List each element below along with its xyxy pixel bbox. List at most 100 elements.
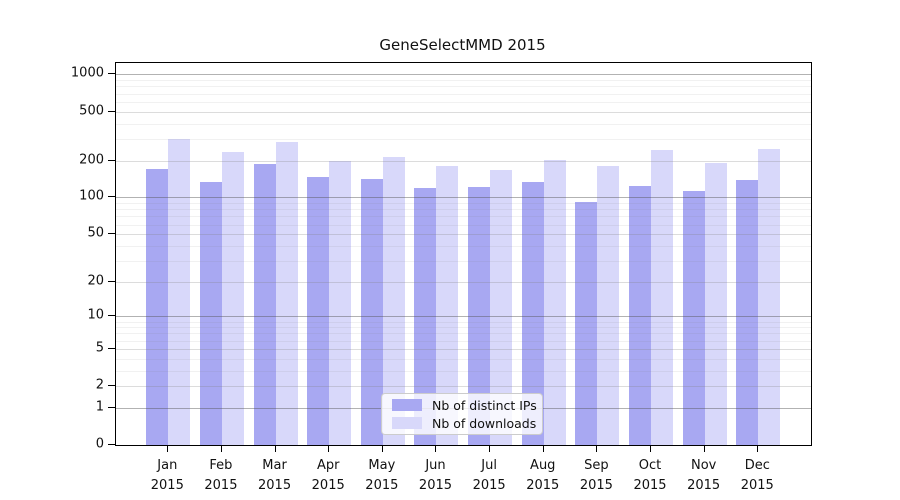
- bar-downloads-nov: [704, 163, 727, 445]
- bar-ips-feb: [199, 181, 222, 445]
- y-tick-label-50: 50: [87, 225, 104, 241]
- gridline-10: [116, 316, 811, 318]
- y-tick-label-100: 100: [79, 188, 104, 204]
- x-tick-label-jul: Jul 2015: [472, 458, 506, 493]
- y-tick-500: [108, 110, 115, 112]
- gridline-7: [116, 333, 811, 335]
- chart-title: GeneSelectMMD 2015: [379, 36, 546, 54]
- gridline-2: [116, 386, 811, 388]
- legend: Nb of distinct IPs Nb of downloads: [381, 393, 543, 435]
- x-tick-may: [381, 445, 383, 452]
- gridline-40: [116, 245, 811, 247]
- gridline-60: [116, 224, 811, 226]
- y-tick-label-5: 5: [95, 340, 104, 356]
- y-tick-10: [108, 315, 115, 317]
- gridline-30: [116, 260, 811, 262]
- y-tick-label-500: 500: [79, 103, 104, 119]
- x-tick-label-mar: Mar 2015: [258, 458, 292, 493]
- x-tick-mar: [274, 445, 276, 452]
- bar-downloads-oct: [651, 149, 674, 445]
- x-tick-label-feb: Feb 2015: [204, 458, 238, 493]
- gridline-100: [116, 197, 811, 199]
- bar-downloads-may: [382, 157, 405, 445]
- x-tick-sep: [596, 445, 598, 452]
- legend-entry-downloads: Nb of downloads: [382, 416, 542, 431]
- y-tick-label-20: 20: [87, 273, 104, 289]
- bar-ips-nov: [682, 191, 705, 445]
- legend-swatch-distinct-ips: [392, 399, 422, 411]
- y-tick-1000: [108, 73, 115, 75]
- bar-ips-jan: [146, 168, 169, 445]
- y-tick-1: [108, 406, 115, 408]
- y-tick-2: [108, 385, 115, 387]
- gridline-70: [116, 216, 811, 218]
- x-tick-nov: [703, 445, 705, 452]
- bar-downloads-jan: [168, 138, 191, 445]
- y-tick-5: [108, 347, 115, 349]
- gridline-500: [116, 111, 811, 113]
- x-tick-label-jun: Jun 2015: [418, 458, 453, 493]
- x-tick-jan: [167, 445, 169, 452]
- x-tick-label-may: May 2015: [365, 458, 399, 493]
- x-tick-jun: [435, 445, 437, 452]
- x-tick-apr: [328, 445, 330, 452]
- gridline-600: [116, 101, 811, 103]
- x-tick-label-aug: Aug 2015: [526, 458, 560, 493]
- bar-downloads-apr: [329, 160, 352, 445]
- legend-label-downloads: Nb of downloads: [432, 415, 537, 431]
- bar-ips-sep: [575, 201, 598, 445]
- gridline-4: [116, 358, 811, 360]
- bar-ips-oct: [629, 186, 652, 445]
- bar-ips-jul: [468, 186, 491, 445]
- gridline-8: [116, 327, 811, 329]
- gridline-3: [116, 370, 811, 372]
- gridline-200: [116, 160, 811, 162]
- x-tick-aug: [542, 445, 544, 452]
- y-tick-label-0: 0: [95, 436, 104, 452]
- x-tick-dec: [757, 445, 759, 452]
- gridline-300: [116, 138, 811, 140]
- bar-ips-may: [360, 178, 383, 445]
- y-tick-label-10: 10: [87, 307, 104, 323]
- bar-downloads-sep: [597, 166, 620, 445]
- y-tick-label-200: 200: [79, 152, 104, 168]
- bar-ips-mar: [253, 163, 276, 445]
- bar-downloads-jun: [436, 165, 459, 445]
- x-tick-label-oct: Oct 2015: [633, 458, 667, 493]
- legend-swatch-downloads: [392, 417, 422, 429]
- y-tick-label-2: 2: [95, 377, 104, 393]
- gridline-5: [116, 348, 811, 350]
- y-tick-label-1: 1: [95, 399, 104, 415]
- legend-entry-distinct-ips: Nb of distinct IPs: [382, 398, 542, 413]
- bar-downloads-aug: [543, 160, 566, 445]
- legend-label-distinct-ips: Nb of distinct IPs: [432, 397, 537, 413]
- gridline-80: [116, 209, 811, 211]
- x-tick-jul: [489, 445, 491, 452]
- gridline-700: [116, 93, 811, 95]
- x-tick-label-nov: Nov 2015: [687, 458, 721, 493]
- y-tick-label-1000: 1000: [70, 65, 104, 81]
- bar-ips-apr: [307, 176, 330, 445]
- x-tick-feb: [220, 445, 222, 452]
- gridline-20: [116, 281, 811, 283]
- x-tick-label-apr: Apr 2015: [311, 458, 345, 493]
- y-tick-20: [108, 280, 115, 282]
- gridline-9: [116, 321, 811, 323]
- gridline-800: [116, 86, 811, 88]
- bar-downloads-dec: [758, 148, 781, 445]
- gridline-50: [116, 234, 811, 236]
- bar-downloads-mar: [275, 142, 298, 445]
- gridline-1000: [116, 74, 811, 76]
- gridline-6: [116, 340, 811, 342]
- y-tick-50: [108, 233, 115, 235]
- x-tick-label-jan: Jan 2015: [150, 458, 184, 493]
- gridline-400: [116, 123, 811, 125]
- plot-area: Nb of distinct IPs Nb of downloads: [115, 62, 812, 446]
- gridline-900: [116, 80, 811, 82]
- bar-downloads-feb: [221, 151, 244, 445]
- bar-downloads-jul: [490, 169, 513, 445]
- x-tick-label-sep: Sep 2015: [579, 458, 613, 493]
- x-tick-oct: [650, 445, 652, 452]
- y-tick-200: [108, 159, 115, 161]
